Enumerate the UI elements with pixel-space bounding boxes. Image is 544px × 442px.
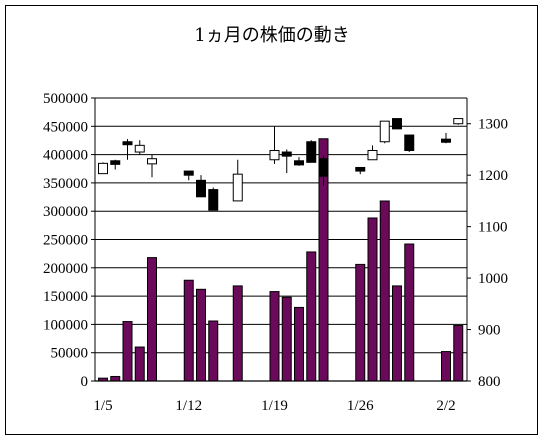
volume-bar xyxy=(269,291,280,382)
candle-body-down xyxy=(281,151,292,157)
candle-body-up xyxy=(269,149,280,161)
candle-body-down xyxy=(196,179,206,198)
candle-body-down xyxy=(110,160,121,165)
candle-body-down xyxy=(392,118,402,130)
volume-bar xyxy=(232,285,243,382)
y-right-tick-label: 1100 xyxy=(478,220,507,236)
volume-bar xyxy=(367,217,378,382)
y-left-tick-label: 100000 xyxy=(43,317,88,333)
volume-bar xyxy=(392,285,402,382)
x-tick-label: 1/5 xyxy=(93,398,112,414)
y-right-tick-label: 800 xyxy=(478,374,501,390)
x-tick-label: 1/19 xyxy=(261,398,288,414)
x-tick-label: 1/12 xyxy=(175,398,202,414)
y-left-tick-label: 250000 xyxy=(43,233,88,249)
volume-bar xyxy=(147,257,157,382)
candle-body-down xyxy=(404,134,415,151)
y-left-tick-label: 200000 xyxy=(43,261,88,277)
candle-body-down xyxy=(355,166,366,172)
volume-bar xyxy=(110,375,121,382)
volume-bar xyxy=(453,325,464,382)
volume-bar xyxy=(134,346,145,382)
price-candles xyxy=(98,118,464,211)
y-left-tick-label: 0 xyxy=(81,374,89,390)
candle-body-up xyxy=(232,173,243,202)
axes xyxy=(91,97,471,382)
volume-bar xyxy=(355,263,366,382)
y-left-tick-label: 400000 xyxy=(43,148,88,164)
candle-body-up xyxy=(134,144,145,153)
candle-body-down xyxy=(122,141,133,146)
y-left-tick-label: 450000 xyxy=(43,119,88,135)
volume-bar xyxy=(183,279,194,382)
candle-body-up xyxy=(367,149,378,161)
candle-body-down xyxy=(294,160,304,166)
tick-labels: 5000004500004000003500003000002500002000… xyxy=(43,91,508,414)
volume-bars xyxy=(98,138,464,382)
volume-bar xyxy=(404,243,415,382)
y-left-tick-label: 150000 xyxy=(43,289,88,305)
candle-body-down xyxy=(306,141,317,163)
volume-bar xyxy=(306,251,317,382)
volume-bar xyxy=(122,321,133,382)
y-left-tick-label: 50000 xyxy=(51,346,89,362)
y-right-tick-label: 1300 xyxy=(478,117,508,133)
volume-bar xyxy=(196,288,206,382)
candle-body-up xyxy=(98,162,108,175)
x-tick-label: 2/2 xyxy=(436,398,455,414)
candle-body-down xyxy=(441,138,451,143)
y-right-tick-label: 1000 xyxy=(478,271,508,287)
candle-body-up xyxy=(379,120,390,143)
candle-body-down xyxy=(183,170,194,176)
y-left-tick-label: 500000 xyxy=(43,91,88,107)
x-tick-label: 1/26 xyxy=(347,398,374,414)
candle-body-up xyxy=(147,158,157,165)
y-left-tick-label: 300000 xyxy=(43,204,88,220)
y-left-tick-label: 350000 xyxy=(43,176,88,192)
volume-bar xyxy=(441,351,451,382)
volume-bar xyxy=(208,320,219,382)
volume-bar xyxy=(294,306,304,382)
y-right-tick-label: 1200 xyxy=(478,168,508,184)
candle-body-up xyxy=(453,118,464,125)
chart-title: 1ヵ月の株価の動き xyxy=(194,25,349,46)
volume-bar xyxy=(281,296,292,382)
candle-body-down xyxy=(318,158,329,177)
volume-bar xyxy=(379,200,390,382)
candle-body-down xyxy=(208,189,219,211)
y-right-tick-label: 900 xyxy=(478,323,501,339)
